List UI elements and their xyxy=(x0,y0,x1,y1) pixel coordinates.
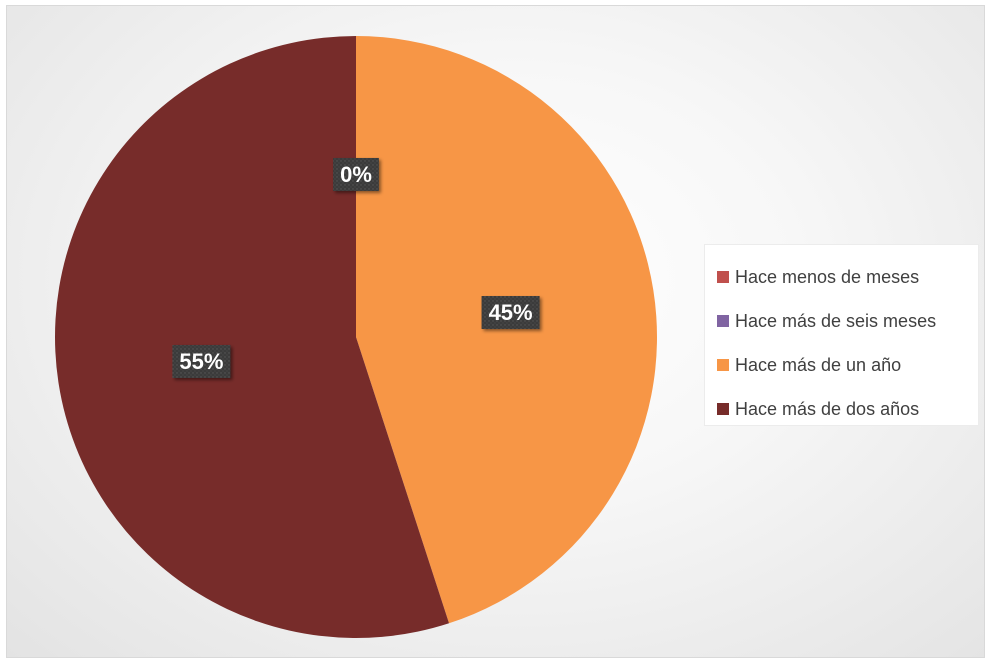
data-label-hace-mas-de-seis-meses: 0% xyxy=(333,157,379,191)
legend-swatch xyxy=(717,271,729,283)
legend-label: Hace más de dos años xyxy=(735,398,920,419)
legend-swatch xyxy=(717,403,729,415)
data-label-text: 0% xyxy=(340,162,372,187)
legend-item-hace-mas-de-un-ano: Hace más de un año xyxy=(717,343,978,387)
pie-data-labels: 0% 45% 55% xyxy=(172,157,540,378)
data-label-hace-mas-de-un-ano: 45% xyxy=(481,296,540,330)
pie-slices xyxy=(54,36,657,639)
data-label-text: 45% xyxy=(489,300,533,325)
data-label-background xyxy=(172,344,231,378)
data-label-text: 55% xyxy=(179,349,223,374)
legend-item-hace-mas-de-seis-meses: Hace más de seis meses xyxy=(717,299,978,343)
legend-swatch xyxy=(717,359,729,371)
legend-swatch xyxy=(717,315,729,327)
data-label-background xyxy=(333,157,379,191)
legend-item-hace-menos-de-meses: Hace menos de meses xyxy=(717,255,978,299)
legend: Hace menos de meses Hace más de seis mes… xyxy=(704,244,979,426)
legend-label: Hace más de un año xyxy=(735,354,902,375)
pie-slice-hace-mas-de-un-ano xyxy=(356,36,657,624)
data-label-background xyxy=(481,296,540,330)
legend-item-hace-mas-de-dos-anos: Hace más de dos años xyxy=(717,387,978,431)
legend-label: Hace menos de meses xyxy=(735,266,920,287)
data-label-hace-mas-de-dos-anos: 55% xyxy=(172,344,231,378)
legend-label: Hace más de seis meses xyxy=(735,310,937,331)
